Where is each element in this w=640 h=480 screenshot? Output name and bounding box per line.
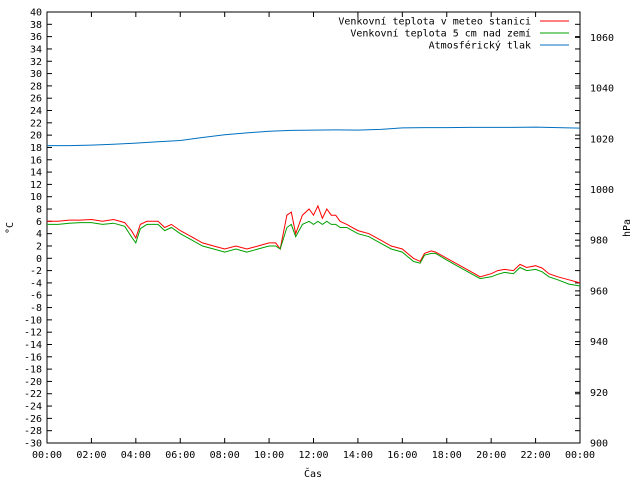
y-left-tick-label: 28 [30,81,42,92]
series-line-2 [47,220,581,287]
x-tick-label: 22:00 [521,450,551,461]
y-left-tick-label: 40 [30,8,42,19]
y-left-tick-label: 0 [36,254,42,265]
y-left-tick-label: -16 [24,352,42,363]
x-tick-label: 00:00 [32,450,62,461]
y-left-tick-label: 4 [36,229,42,240]
x-tick-label: 10:00 [254,450,284,461]
x-tick-label: 04:00 [121,450,151,461]
y-left-tick-label: -18 [24,365,42,376]
y-left-tick-label: 22 [30,118,42,129]
y-left-tick-label: 2 [36,241,42,252]
y-right-tick-label: 1040 [590,84,614,95]
y-left-tick-label: 34 [30,44,42,55]
y-left-tick-label: 14 [30,168,42,179]
y-right-tick-label: 1060 [590,33,614,44]
x-tick-label: 14:00 [343,450,373,461]
y-left-tick-label: -26 [24,414,42,425]
legend-label: Atmosférický tlak [429,40,531,52]
x-tick-label: 02:00 [76,450,106,461]
y-right-tick-label: 940 [590,337,608,348]
y-axis-left: 4038363432302826242220181614121086420-2-… [24,8,580,450]
y-left-tick-label: 16 [30,155,42,166]
y-right-tick-label: 920 [590,388,608,399]
y-right-tick-label: 980 [590,236,608,247]
y-axis-right: 1060 1040 1020 1000 980 960 940 920 900 [575,33,614,450]
y-left-tick-label: 24 [30,106,42,117]
series-layer [47,126,581,287]
x-tick-label: 06:00 [165,450,195,461]
x-tick-label: 00:00 [565,450,595,461]
series-line-3 [47,126,581,147]
y-left-tick-label: -6 [30,291,42,302]
y-left-tick-label: 10 [30,192,42,203]
x-axis-label: Čas [304,467,322,480]
x-tick-label: 08:00 [210,450,240,461]
y-left-tick-label: 12 [30,180,42,191]
y-left-tick-label: -24 [24,402,42,413]
y-left-tick-label: -8 [30,303,42,314]
legend-label: Venkovní teplota v meteo stanici [338,16,531,28]
series-line-1 [47,204,581,284]
y-left-tick-label: -4 [30,278,42,289]
y-left-tick-label: 30 [30,69,42,80]
y-left-tick-label: 18 [30,143,42,154]
y-right-tick-label: 1020 [590,134,614,145]
y-left-tick-label: 20 [30,131,42,142]
x-tick-label: 20:00 [476,450,506,461]
y-left-tick-label: 8 [36,205,42,216]
y-left-tick-label: -2 [30,266,42,277]
y-left-tick-label: -14 [24,340,42,351]
y-right-tick-label: 960 [590,286,608,297]
y-axis-right-label: hPa [622,219,633,237]
x-axis: 00:00 02:00 04:00 06:00 08:00 10:00 12:00 14:00… [32,12,595,461]
y-left-tick-label: -30 [24,439,42,450]
y-axis-left-label: °C [5,222,16,234]
y-right-tick-label: 900 [590,439,608,450]
x-tick-label: 18:00 [432,450,462,461]
legend: Venkovní teplota v meteo staniciVenkovní… [338,16,569,52]
plot-frame [46,11,581,444]
y-left-tick-label: 6 [36,217,42,228]
y-left-tick-label: -28 [24,426,42,437]
y-right-tick-label: 1000 [590,185,614,196]
legend-label: Venkovní teplota 5 cm nad zemí [350,28,531,40]
y-left-tick-label: -10 [24,315,42,326]
y-left-tick-label: -20 [24,377,42,388]
y-left-tick-label: -22 [24,389,42,400]
y-left-tick-label: 36 [30,32,42,43]
y-left-tick-label: 26 [30,94,42,105]
x-tick-label: 12:00 [298,450,328,461]
x-tick-label: 16:00 [387,450,417,461]
y-left-tick-label: 38 [30,20,42,31]
y-left-tick-label: 32 [30,57,42,68]
y-left-tick-label: -12 [24,328,42,339]
